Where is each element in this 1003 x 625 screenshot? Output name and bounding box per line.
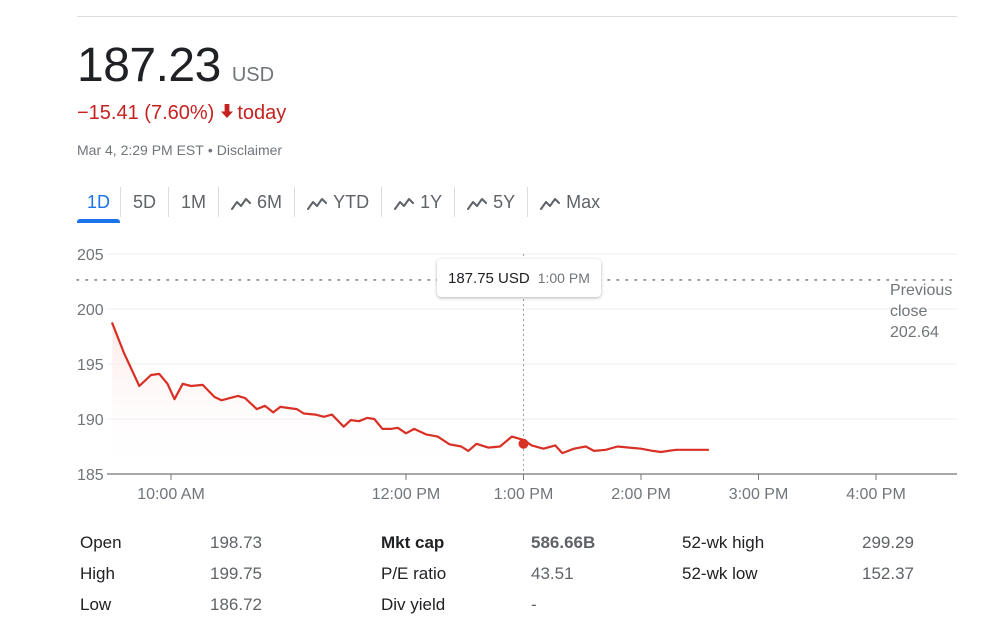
- tab-ytd[interactable]: YTD: [295, 184, 381, 220]
- series-area: [112, 323, 708, 474]
- stat-value: 43.51: [531, 564, 574, 583]
- stat-label: High: [80, 564, 115, 583]
- change-suffix: today: [237, 102, 287, 124]
- stat-value: 586.66B: [531, 533, 596, 552]
- x-tick-label: 10:00 AM: [137, 486, 205, 503]
- stat-value: 299.29: [862, 533, 914, 552]
- arrow-down-icon: [220, 102, 234, 125]
- stat-label: Div yield: [381, 595, 446, 614]
- tab-label: 1D: [87, 191, 111, 212]
- currency-label: USD: [231, 64, 275, 86]
- previous-close-line2: close: [890, 303, 928, 320]
- tab-label: 6M: [257, 191, 283, 212]
- tab-1d[interactable]: 1D: [77, 184, 121, 223]
- y-tick-label: 195: [77, 357, 104, 374]
- previous-close-line1: Previous: [890, 282, 953, 299]
- tab-divider: [527, 187, 529, 217]
- tab-label: YTD: [333, 191, 370, 212]
- tab-1y[interactable]: 1Y: [382, 184, 454, 220]
- trend-line-icon: [540, 195, 561, 210]
- top-divider: [77, 16, 957, 17]
- highlight-point: [518, 438, 529, 449]
- stat-label: P/E ratio: [381, 564, 447, 583]
- y-tick-label: 200: [77, 302, 104, 319]
- tooltip-time: 1:00 PM: [537, 270, 590, 286]
- range-tabs: 1D 5D 1M 6M YTD 1Y 5Y Max: [77, 184, 612, 223]
- x-tick-label: 12:00 PM: [372, 486, 440, 503]
- stat-value: 198.73: [210, 533, 262, 552]
- tab-divider: [168, 187, 170, 217]
- tab-label: 5D: [133, 191, 157, 212]
- series-line: [111, 322, 710, 455]
- price-change: −15.41 (7.60%) today: [77, 102, 286, 125]
- y-tick-label: 190: [77, 412, 104, 429]
- stat-label: 52-wk high: [682, 533, 765, 552]
- stat-value: 186.72: [210, 595, 262, 614]
- tab-divider: [381, 187, 383, 217]
- tab-label: 5Y: [493, 191, 516, 212]
- tab-divider: [454, 187, 456, 217]
- tooltip-price: 187.75 USD: [448, 269, 530, 287]
- x-tick-label: 2:00 PM: [611, 486, 671, 503]
- tab-divider: [294, 187, 296, 217]
- x-tick-label: 3:00 PM: [729, 486, 789, 503]
- stat-value: -: [531, 595, 537, 614]
- tab-6m[interactable]: 6M: [219, 184, 294, 220]
- x-tick-label: 1:00 PM: [494, 486, 554, 503]
- trend-line-icon: [307, 195, 328, 210]
- stat-label: Open: [80, 533, 122, 552]
- quote-timestamp: Mar 4, 2:29 PM EST: [77, 142, 204, 158]
- tab-divider: [120, 187, 122, 217]
- quote-meta: Mar 4, 2:29 PM EST • Disclaimer: [77, 142, 282, 158]
- y-tick-label: 205: [77, 247, 104, 264]
- tab-5y[interactable]: 5Y: [455, 184, 527, 220]
- y-tick-label: 185: [77, 467, 104, 484]
- change-value: −15.41 (7.60%): [77, 102, 215, 124]
- trend-line-icon: [394, 195, 415, 210]
- tab-1m[interactable]: 1M: [169, 184, 218, 220]
- current-price: 187.23: [77, 39, 221, 92]
- stat-label: Low: [80, 595, 112, 614]
- trend-line-icon: [231, 195, 252, 210]
- tab-label: 1M: [181, 191, 207, 212]
- chart-tooltip: 187.75 USD 1:00 PM: [437, 259, 601, 297]
- stat-value: 199.75: [210, 564, 262, 583]
- disclaimer-link[interactable]: Disclaimer: [216, 142, 283, 158]
- stat-value: 152.37: [862, 564, 914, 583]
- stat-label: Mkt cap: [381, 533, 445, 552]
- previous-close-label: Previous close 202.64: [890, 280, 952, 343]
- tab-5d[interactable]: 5D: [121, 184, 168, 220]
- stat-label: 52-wk low: [682, 564, 758, 583]
- meta-separator: •: [207, 142, 213, 158]
- previous-close-value: 202.64: [890, 324, 939, 341]
- tab-label: Max: [566, 191, 601, 212]
- tab-divider: [218, 187, 220, 217]
- price-row: 187.23 USD: [77, 40, 274, 92]
- tab-label: 1Y: [420, 191, 443, 212]
- trend-line-icon: [467, 195, 488, 210]
- tab-max[interactable]: Max: [528, 184, 612, 220]
- price-chart[interactable]: 205 200 195 190 185 10:00 AM 12:00 PM 1:00 PM 2:…: [0, 230, 1003, 510]
- x-tick-label: 4:00 PM: [846, 486, 906, 503]
